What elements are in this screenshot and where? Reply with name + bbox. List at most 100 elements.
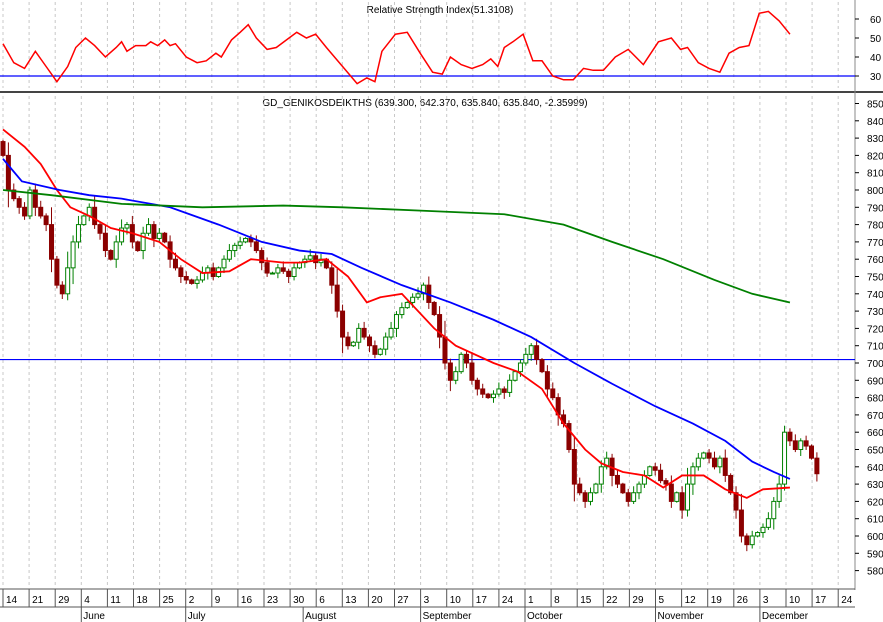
- candle-up: [760, 526, 766, 534]
- candle-down: [334, 284, 340, 312]
- candle-up: [140, 232, 146, 252]
- price-tick-label: 750: [867, 273, 883, 284]
- rsi-line: [2, 10, 791, 85]
- candle-down: [571, 449, 577, 485]
- x-month-label: July: [188, 611, 206, 622]
- candle-down: [162, 232, 168, 243]
- price-tick-label: 680: [867, 394, 883, 405]
- candle-up: [350, 341, 356, 347]
- candle-up: [65, 267, 71, 295]
- candle-down: [792, 440, 798, 451]
- x-day-label: 23: [267, 595, 279, 606]
- candle-up: [113, 241, 119, 260]
- x-day-label: 27: [398, 595, 410, 606]
- candle-down: [372, 345, 378, 355]
- price-tick-label: 610: [867, 515, 883, 526]
- candle-up: [593, 483, 599, 494]
- moving-average-line: [2, 128, 790, 499]
- rsi-tick-label: 60: [870, 15, 882, 26]
- x-day-label: 11: [110, 595, 121, 606]
- candle-down: [577, 483, 583, 494]
- x-day-label: 4: [84, 595, 90, 606]
- price-tick-label: 740: [867, 290, 883, 301]
- moving-average-line: [2, 189, 791, 304]
- candle-down: [663, 480, 669, 485]
- candle-up: [243, 237, 249, 243]
- candle-up: [776, 483, 782, 502]
- candle-up: [221, 258, 227, 269]
- candle-up: [356, 327, 362, 343]
- candle-down: [614, 474, 620, 485]
- candle-up: [81, 215, 87, 226]
- candle-down: [501, 388, 507, 393]
- candle-down: [814, 457, 820, 475]
- price-tick-label: 720: [867, 324, 883, 335]
- x-day-label: 6: [319, 595, 325, 606]
- candle-up: [404, 301, 410, 309]
- candle-up: [755, 532, 761, 537]
- rsi-tick-label: 50: [870, 34, 882, 45]
- candle-up: [291, 267, 297, 278]
- candle-down: [43, 215, 49, 226]
- x-month-label: August: [305, 611, 336, 622]
- candle-down: [566, 423, 572, 450]
- candle-up: [199, 272, 205, 281]
- candle-down: [464, 353, 470, 364]
- x-day-label: 13: [345, 595, 357, 606]
- x-day-label: 1: [528, 595, 534, 606]
- x-day-label: 14: [6, 595, 18, 606]
- candle-down: [722, 457, 728, 476]
- price-tick-label: 820: [867, 151, 883, 162]
- rsi-tick-label: 40: [870, 53, 882, 64]
- candle-up: [237, 241, 243, 246]
- x-day-label: 12: [685, 595, 697, 606]
- x-day-label: 8: [554, 595, 560, 606]
- candle-down: [172, 258, 178, 269]
- candle-down: [550, 388, 556, 399]
- candle-down: [264, 262, 270, 274]
- candle-down: [22, 206, 28, 217]
- x-day-label: 17: [476, 595, 488, 606]
- candle-up: [523, 353, 529, 364]
- x-day-label: 26: [737, 595, 749, 606]
- candle-down: [809, 445, 814, 459]
- x-day-label: 18: [137, 595, 149, 606]
- x-day-label: 10: [789, 595, 801, 606]
- candle-down: [345, 336, 351, 347]
- candle-up: [765, 518, 771, 528]
- price-tick-label: 810: [867, 169, 883, 180]
- candle-up: [119, 227, 125, 243]
- price-tick-label: 780: [867, 221, 883, 232]
- x-day-label: 2: [189, 595, 195, 606]
- candle-up: [388, 327, 394, 338]
- x-month-label: December: [762, 611, 809, 622]
- candle-up: [512, 371, 518, 381]
- candle-down: [38, 206, 44, 217]
- candle-down: [97, 224, 103, 234]
- candle-up: [146, 224, 152, 234]
- x-month-label: November: [658, 611, 705, 622]
- x-day-label: 29: [58, 595, 70, 606]
- candle-down: [469, 362, 475, 381]
- price-tick-label: 700: [867, 359, 883, 370]
- candle-up: [458, 353, 464, 373]
- x-day-label: 25: [163, 595, 175, 606]
- candle-up: [685, 483, 691, 511]
- x-day-label: 24: [841, 595, 853, 606]
- candle-up: [399, 307, 405, 316]
- candle-up: [415, 293, 421, 298]
- candle-up: [490, 393, 496, 399]
- x-day-label: 15: [580, 595, 592, 606]
- price-tick-label: 660: [867, 428, 883, 439]
- price-tick-label: 800: [867, 186, 883, 197]
- price-tick-label: 730: [867, 307, 883, 318]
- x-day-label: 17: [815, 595, 827, 606]
- candle-down: [183, 276, 189, 281]
- x-day-label: 22: [606, 595, 618, 606]
- candle-down: [658, 469, 664, 482]
- candle-up: [453, 371, 459, 381]
- candle-up: [307, 255, 313, 260]
- moving-average-line: [2, 158, 791, 480]
